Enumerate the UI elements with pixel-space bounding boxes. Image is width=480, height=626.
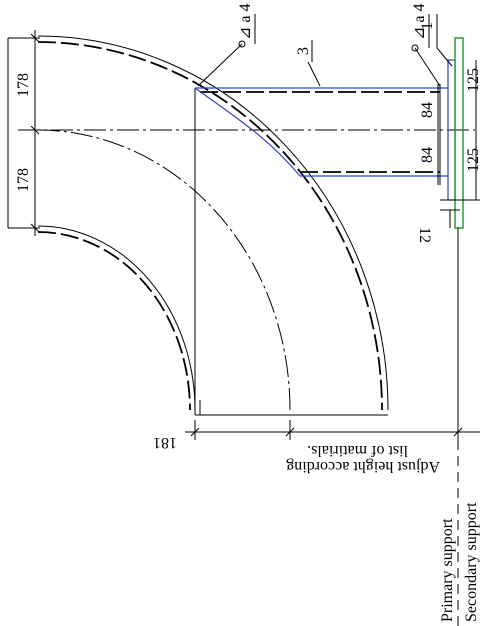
weld-label: ⊿ a 4 (237, 3, 254, 40)
dim-178-top: 178 (15, 73, 32, 97)
item-3: 3 (295, 47, 312, 55)
dim-178-bottom: 178 (15, 168, 32, 192)
dim-12: 12 (416, 227, 433, 243)
item-1: 1 (419, 22, 436, 30)
legend-secondary: Secondary support (463, 502, 480, 622)
dim-125: 125 (465, 68, 480, 92)
note: Adjust height according (286, 458, 440, 475)
dim-181: 181 (153, 434, 177, 451)
dim-125: 125 (465, 148, 480, 172)
dim-84: 84 (419, 102, 436, 118)
weld-label: ⊿ a 4 (411, 3, 428, 40)
geometry (7, 14, 480, 626)
note: list of matirials. (307, 442, 408, 459)
dim-84: 84 (419, 147, 436, 163)
legend-primary: Primary support (439, 518, 456, 622)
